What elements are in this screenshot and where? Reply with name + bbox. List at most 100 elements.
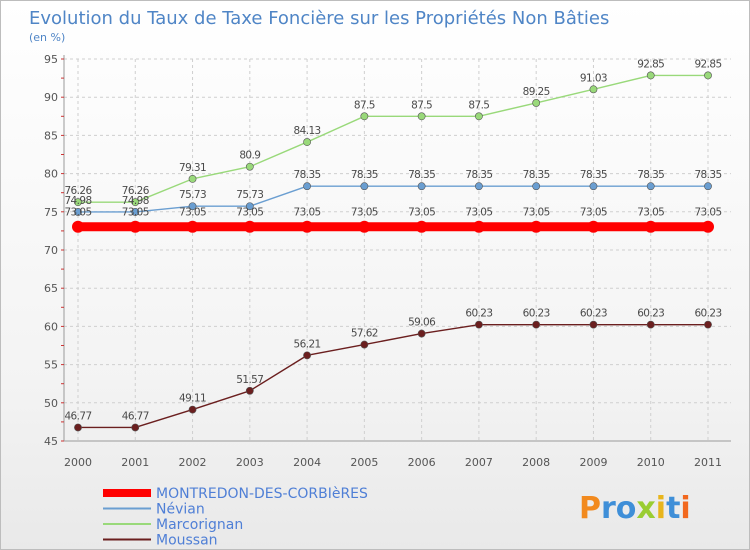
data-label: 74.98 [122, 195, 149, 207]
data-point [72, 220, 84, 233]
data-point [131, 208, 140, 216]
data-point [303, 351, 311, 360]
data-label: 78.35 [580, 169, 607, 181]
data-point [301, 220, 314, 233]
y-tick-label: 80 [44, 168, 58, 181]
data-point [358, 220, 371, 233]
data-label: 75.73 [236, 189, 263, 201]
x-tick-label: 2011 [694, 456, 722, 469]
data-label: 60.23 [465, 308, 492, 320]
data-labels: 73.05 73.05 73.05 73.05 73.05 73.05 73.05 73.05… [64, 58, 722, 422]
y-tick-label: 85 [44, 129, 58, 142]
legend-label: MONTREDON-DES-CORBIèRES [156, 486, 368, 502]
data-label: 46.77 [122, 410, 149, 422]
data-point [644, 220, 657, 233]
data-point [74, 423, 82, 432]
data-point [188, 174, 197, 183]
data-label: 78.35 [694, 169, 721, 181]
x-tick-label: 2010 [637, 456, 665, 469]
data-point [245, 162, 254, 171]
data-label: 73.05 [64, 207, 91, 219]
data-point [704, 71, 712, 80]
y-tick-label: 95 [44, 53, 58, 66]
data-label: 73.05 [637, 207, 664, 219]
data-label: 49.11 [179, 393, 206, 405]
x-tick-label: 2007 [465, 456, 493, 469]
x-tick-label: 2002 [179, 456, 207, 469]
legend-label: Marcorignan [156, 517, 243, 533]
data-point [475, 320, 483, 329]
data-point [532, 320, 541, 329]
data-point [475, 112, 483, 121]
x-tick-label: 2001 [121, 456, 149, 469]
series-line-3 [78, 74, 708, 203]
data-label: 91.03 [580, 72, 607, 84]
proxiti-logo: Proxiti [579, 491, 691, 526]
data-point [129, 220, 142, 233]
data-label: 89.25 [523, 86, 550, 98]
series-line-2 [78, 185, 708, 213]
x-tick-label: 2008 [522, 456, 550, 469]
y-tick-label: 90 [44, 91, 58, 104]
data-label: 60.23 [523, 308, 550, 320]
data-point [186, 220, 199, 233]
data-label: 92.85 [637, 58, 664, 70]
data-point [74, 208, 82, 216]
y-tick-label: 70 [44, 244, 58, 257]
data-label: 75.73 [179, 189, 206, 201]
data-label: 56.21 [294, 338, 321, 350]
data-label: 87.5 [411, 99, 432, 111]
y-tick-label: 55 [44, 359, 58, 372]
data-point [589, 182, 598, 191]
data-label: 73.05 [580, 207, 607, 219]
data-point [131, 423, 140, 432]
data-label: 73.05 [465, 207, 492, 219]
data-point [303, 182, 311, 191]
axes: 45 50 55 60 65 70 75 80 85 90 95 2000 2001 2002 2003 20… [44, 53, 731, 469]
data-point [589, 85, 598, 94]
data-label: 73.05 [351, 207, 378, 219]
data-point [415, 220, 428, 233]
data-label: 87.5 [468, 99, 489, 111]
data-point [646, 71, 655, 80]
data-label: 78.35 [294, 169, 321, 181]
data-point [131, 198, 140, 207]
data-label: 79.31 [179, 162, 206, 174]
data-point [702, 220, 714, 233]
y-tick-label: 75 [44, 206, 58, 219]
data-label: 78.35 [465, 169, 492, 181]
x-tick-label: 2004 [293, 456, 321, 469]
data-point [532, 99, 541, 107]
legend-label: Moussan [156, 533, 218, 549]
legend-label: Névian [156, 502, 205, 518]
y-tick-label: 50 [44, 397, 58, 410]
gridlines [64, 58, 731, 442]
data-label: 84.13 [294, 125, 321, 137]
data-label: 78.35 [351, 169, 378, 181]
y-tick-label: 45 [44, 435, 58, 448]
data-label: 60.23 [580, 308, 607, 320]
data-label: 73.05 [523, 207, 550, 219]
data-label: 51.57 [236, 374, 263, 386]
data-point [417, 182, 426, 191]
data-label: 60.23 [694, 308, 721, 320]
data-point [417, 112, 426, 121]
data-point [417, 329, 426, 338]
data-point [587, 220, 600, 233]
data-point [245, 202, 254, 211]
y-tick-label: 65 [44, 282, 58, 295]
series-line-4 [78, 323, 708, 429]
data-point [646, 182, 655, 191]
data-label: 73.05 [236, 207, 263, 219]
data-point [472, 220, 485, 233]
data-label: 73.05 [294, 207, 321, 219]
data-point [646, 320, 655, 329]
data-label: 73.05 [408, 207, 435, 219]
data-label: 92.85 [694, 58, 721, 70]
data-point [530, 220, 543, 233]
x-tick-label: 2000 [64, 456, 92, 469]
data-label: 73.05 [179, 207, 206, 219]
data-label: 74.98 [64, 195, 91, 207]
